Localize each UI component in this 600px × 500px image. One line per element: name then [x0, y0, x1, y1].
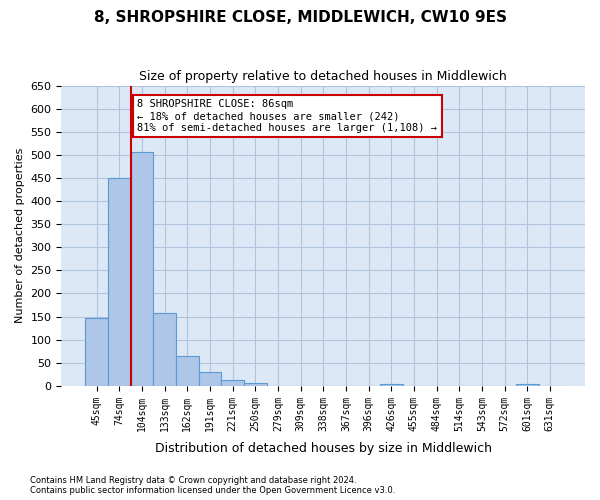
- Bar: [131, 152, 153, 386]
- Bar: [199, 372, 221, 386]
- Bar: [176, 356, 199, 386]
- Bar: [153, 314, 176, 386]
- Bar: [221, 380, 244, 386]
- Text: 8 SHROPSHIRE CLOSE: 86sqm
← 18% of detached houses are smaller (242)
81% of semi: 8 SHROPSHIRE CLOSE: 86sqm ← 18% of detac…: [137, 100, 437, 132]
- Bar: [380, 384, 403, 386]
- X-axis label: Distribution of detached houses by size in Middlewich: Distribution of detached houses by size …: [155, 442, 492, 455]
- Y-axis label: Number of detached properties: Number of detached properties: [15, 148, 25, 324]
- Bar: [85, 318, 108, 386]
- Text: 8, SHROPSHIRE CLOSE, MIDDLEWICH, CW10 9ES: 8, SHROPSHIRE CLOSE, MIDDLEWICH, CW10 9E…: [94, 10, 506, 25]
- Bar: [108, 178, 131, 386]
- Title: Size of property relative to detached houses in Middlewich: Size of property relative to detached ho…: [139, 70, 507, 83]
- Bar: [244, 383, 266, 386]
- Bar: [516, 384, 539, 386]
- Text: Contains HM Land Registry data © Crown copyright and database right 2024.
Contai: Contains HM Land Registry data © Crown c…: [30, 476, 395, 495]
